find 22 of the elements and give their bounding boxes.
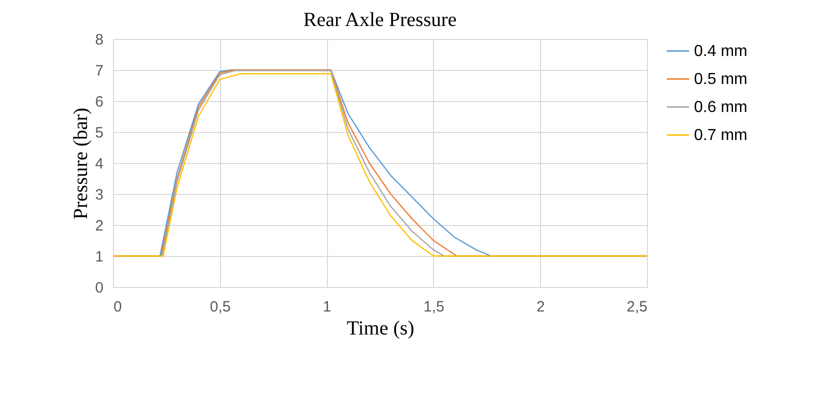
legend-label: 0.4 mm	[694, 43, 748, 60]
x-tick-label: 0,5	[210, 298, 231, 316]
legend-label: 0.6 mm	[694, 99, 748, 116]
y-tick-label: 7	[95, 62, 104, 80]
y-tick-label: 0	[95, 280, 104, 296]
x-axis-title: Time (s)	[346, 318, 414, 340]
y-tick-label: 5	[95, 124, 104, 142]
y-tick-label: 2	[95, 218, 104, 234]
legend-label: 0.7 mm	[694, 127, 748, 144]
legend-label: 0.5 mm	[694, 71, 748, 88]
y-tick-label: 8	[95, 32, 104, 48]
x-tick-label: 2	[536, 298, 545, 316]
y-axis-title: Pressure (bar)	[70, 108, 92, 220]
y-tick-label: 6	[95, 94, 104, 110]
x-tick-label: 0	[114, 298, 122, 316]
y-tick-label: 4	[95, 156, 104, 172]
x-tick-label: 2,5	[626, 298, 648, 316]
y-tick-label: 3	[95, 186, 104, 204]
x-tick-label: 1,5	[423, 298, 444, 316]
x-tick-label: 1	[322, 298, 332, 316]
chart-title: Rear Axle Pressure	[303, 9, 457, 31]
y-tick-label: 1	[95, 248, 104, 266]
